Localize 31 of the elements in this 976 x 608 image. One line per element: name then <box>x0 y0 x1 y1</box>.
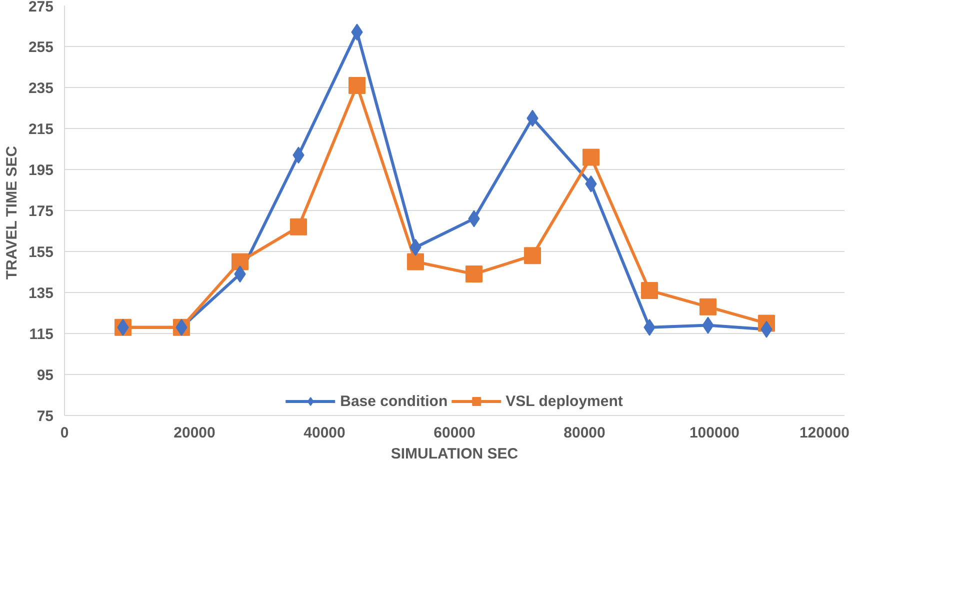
legend-label: Base condition <box>340 392 448 410</box>
y-tick-label: 95 <box>36 367 54 384</box>
x-tick-label: 40000 <box>304 424 346 442</box>
y-tick-label: 275 <box>28 0 54 16</box>
x-axis-title: SIMULATION SEC <box>390 446 518 462</box>
x-tick-label: 0 <box>60 424 69 442</box>
x-tick-label: 20000 <box>174 424 216 442</box>
y-tick-label: 155 <box>28 244 54 261</box>
x-tick-label: 120000 <box>799 424 850 442</box>
y-tick-label: 75 <box>36 408 54 425</box>
point <box>407 253 424 270</box>
point <box>232 253 248 270</box>
y-tick-label: 255 <box>28 39 54 56</box>
point <box>524 247 541 264</box>
point <box>348 76 366 94</box>
y-axis-title: TRAVEL TIME SEC <box>3 146 20 280</box>
point <box>290 218 307 236</box>
y-tick-label: 135 <box>28 285 54 302</box>
point <box>641 282 658 299</box>
point <box>700 298 716 316</box>
legend-label: VSL deployment <box>506 392 623 410</box>
x-tick-label: 80000 <box>564 424 606 442</box>
y-tick-label: 215 <box>28 121 54 138</box>
y-tick-label: 235 <box>28 80 54 97</box>
x-tick-label: 100000 <box>689 424 740 442</box>
x-tick-label: 60000 <box>434 424 476 442</box>
point <box>582 148 600 166</box>
y-tick-label: 175 <box>28 203 54 220</box>
point <box>466 266 482 283</box>
y-tick-label: 195 <box>28 162 54 179</box>
y-tick-label: 115 <box>29 326 54 343</box>
